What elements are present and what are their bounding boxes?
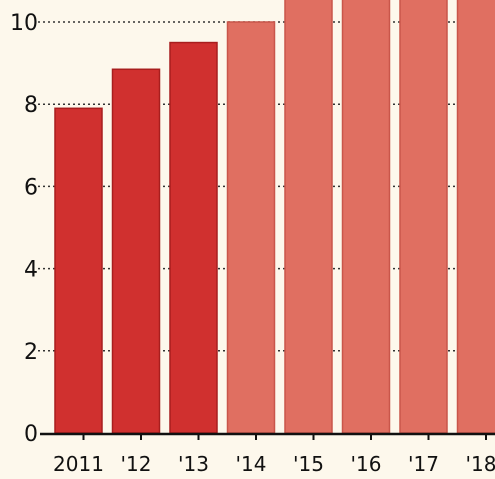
x-tick-label: '16 xyxy=(351,452,382,476)
x-tick-label: 2011 xyxy=(53,452,104,476)
y-tick-labels: 0 2 4 6 8 10 xyxy=(10,11,38,447)
y-tick-label: 2 xyxy=(24,340,38,365)
bar-17 xyxy=(399,0,448,434)
x-tick-label: '15 xyxy=(293,452,324,476)
bar-14 xyxy=(226,21,276,434)
bar-13 xyxy=(169,41,218,434)
y-tick-label: 4 xyxy=(24,258,38,283)
bar-18 xyxy=(456,0,495,434)
y-tick-label: 6 xyxy=(24,175,38,200)
x-tick-label: '12 xyxy=(121,452,152,476)
x-tick-label: '17 xyxy=(408,452,439,476)
x-tick-label: '13 xyxy=(178,452,209,476)
bar-15 xyxy=(284,0,333,434)
x-tick-label: '14 xyxy=(236,452,267,476)
bar-16 xyxy=(341,0,391,434)
y-tick-label: 10 xyxy=(10,11,38,36)
bars xyxy=(54,0,495,434)
x-tick-labels: 2011 '12 '13 '14 '15 '16 '17 '18 xyxy=(53,452,495,476)
bar-2011 xyxy=(54,107,103,434)
y-tick-label: 8 xyxy=(24,93,38,118)
bar-12 xyxy=(111,68,161,434)
x-tick-label: '18 xyxy=(466,452,495,476)
y-tick-label: 0 xyxy=(24,422,38,447)
x-axis xyxy=(40,432,495,440)
